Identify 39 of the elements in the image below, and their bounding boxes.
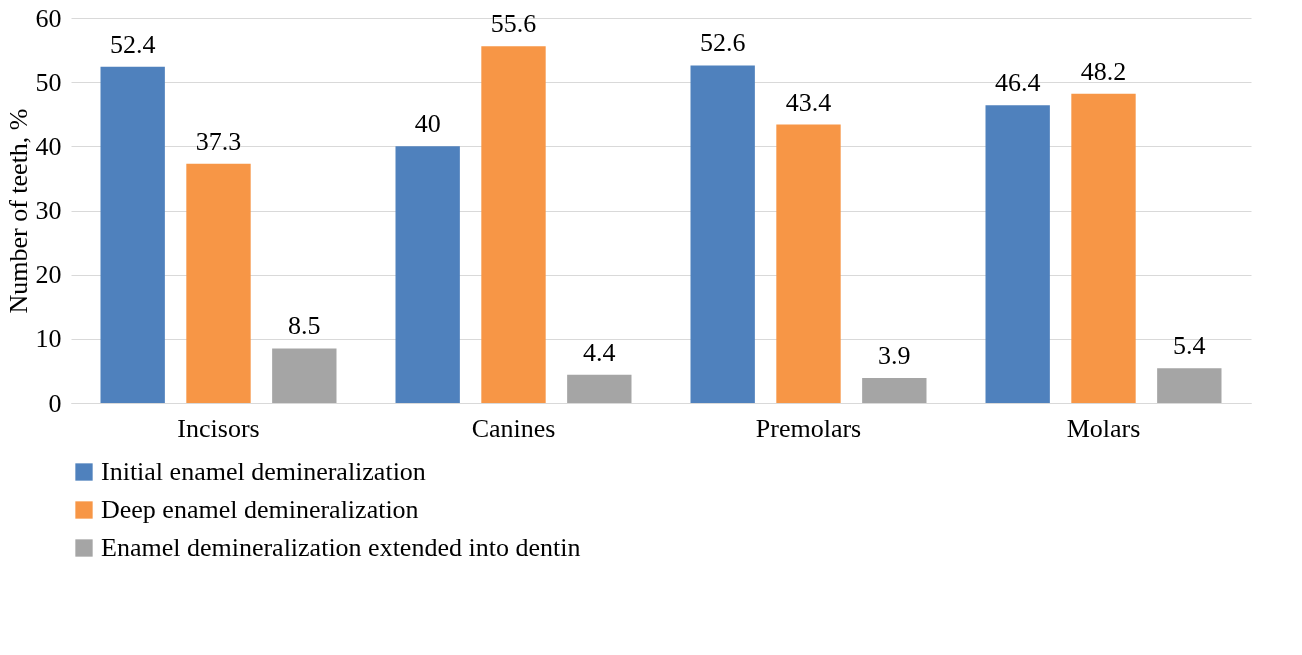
bar [186, 163, 251, 403]
data-label: 37.3 [195, 126, 242, 156]
x-tick-label: Premolars [755, 413, 862, 443]
data-label: 4.4 [583, 337, 616, 367]
bar [100, 66, 165, 403]
bar [862, 377, 927, 403]
y-tick-label: 10 [35, 324, 62, 354]
y-axis-title: Number of teeth, % [3, 108, 33, 314]
data-label: 55.6 [490, 9, 537, 39]
bar [395, 146, 460, 403]
bar [1071, 93, 1136, 403]
bar [481, 46, 546, 403]
legend-label: Enamel demineralization extended into dentin [101, 533, 581, 562]
bar [1157, 368, 1222, 403]
bar [272, 348, 337, 403]
data-label: 43.4 [785, 87, 832, 117]
legend-label: Deep enamel demineralization [101, 495, 419, 524]
y-tick-label: 20 [35, 260, 62, 290]
data-label: 3.9 [878, 340, 911, 370]
data-label: 48.2 [1080, 56, 1127, 86]
y-tick-label: 30 [35, 196, 62, 225]
y-tick-label: 0 [48, 388, 62, 418]
bar [567, 374, 632, 403]
data-label: 5.4 [1173, 331, 1206, 361]
data-label: 40 [414, 109, 441, 139]
x-tick-label: Incisors [177, 413, 260, 443]
data-label: 52.4 [109, 29, 156, 59]
bar [985, 105, 1050, 403]
data-label: 8.5 [288, 311, 321, 341]
y-tick-label: 50 [35, 67, 62, 97]
y-tick-label: 40 [35, 131, 62, 161]
x-tick-label: Canines [471, 413, 556, 443]
y-tick-label: 60 [35, 3, 62, 33]
x-tick-label: Molars [1066, 413, 1141, 443]
bar [690, 65, 755, 403]
data-label: 52.6 [699, 28, 746, 58]
data-label: 46.4 [994, 68, 1041, 98]
bar [776, 124, 841, 403]
legend-label: Initial enamel demineralization [101, 457, 426, 486]
